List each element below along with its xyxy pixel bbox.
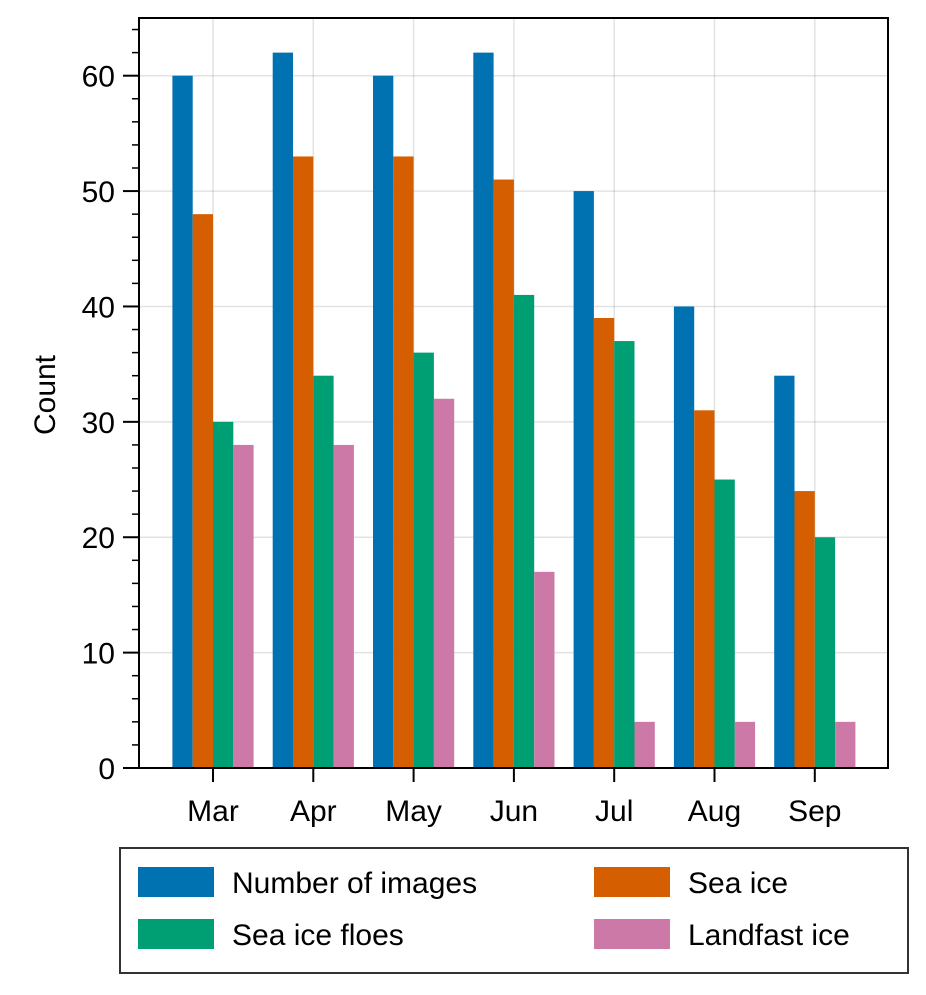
bar: [393, 156, 414, 768]
bar: [614, 341, 635, 768]
y-tick-label: 40: [82, 291, 115, 324]
bar: [774, 375, 795, 768]
x-tick-label: Apr: [290, 795, 337, 828]
bar: [734, 721, 756, 768]
x-tick-label: Aug: [688, 795, 741, 828]
bar: [835, 721, 856, 768]
bar: [293, 156, 314, 768]
bar: [473, 52, 494, 769]
legend-label: Landfast ice: [688, 919, 850, 952]
legend-label: Sea ice: [688, 867, 788, 900]
bar: [513, 294, 535, 768]
bar: [573, 191, 594, 769]
legend-label: Number of images: [232, 867, 477, 900]
bar: [233, 444, 254, 768]
bar: [373, 75, 394, 768]
y-tick-label: 60: [82, 61, 115, 94]
bar: [694, 410, 715, 768]
axes: 0 10 20 30 40 50 60 Mar Apr May Jun Jul Aug Sep: [82, 28, 841, 828]
x-tick-label: Mar: [187, 795, 239, 828]
bar: [272, 52, 293, 769]
bar: [413, 352, 434, 768]
bar: [814, 537, 836, 768]
bar: [313, 375, 334, 768]
bar: [493, 179, 514, 769]
legend: Number of images Sea ice Sea ice floes Land…: [119, 847, 909, 974]
y-tick-label: 50: [82, 176, 115, 209]
legend-label: Sea ice floes: [232, 919, 404, 952]
bar: [634, 721, 655, 768]
legend-swatch: [138, 867, 214, 897]
bar: [714, 479, 735, 768]
legend-swatch: [138, 919, 214, 949]
x-tick-label: Jun: [490, 795, 538, 828]
x-tick-label: May: [385, 795, 442, 828]
legend-frame: [119, 847, 909, 974]
bar: [213, 421, 234, 768]
bar: [673, 306, 695, 768]
y-tick-label: 20: [82, 522, 115, 555]
bar: [433, 398, 455, 768]
bar: [172, 75, 193, 768]
y-tick-label: 0: [98, 753, 115, 786]
bars: [172, 52, 856, 769]
legend-swatch: [594, 867, 670, 897]
y-tick-label: 10: [82, 638, 115, 671]
bar: [794, 491, 815, 768]
bar: [192, 214, 213, 769]
y-axis-label: Count: [29, 354, 62, 435]
bar: [534, 571, 555, 768]
bar: [333, 444, 354, 768]
legend-swatch: [594, 919, 670, 949]
y-tick-label: 30: [82, 407, 115, 440]
bar: [593, 318, 615, 768]
x-tick-label: Jul: [595, 795, 633, 828]
x-tick-label: Sep: [788, 795, 841, 828]
